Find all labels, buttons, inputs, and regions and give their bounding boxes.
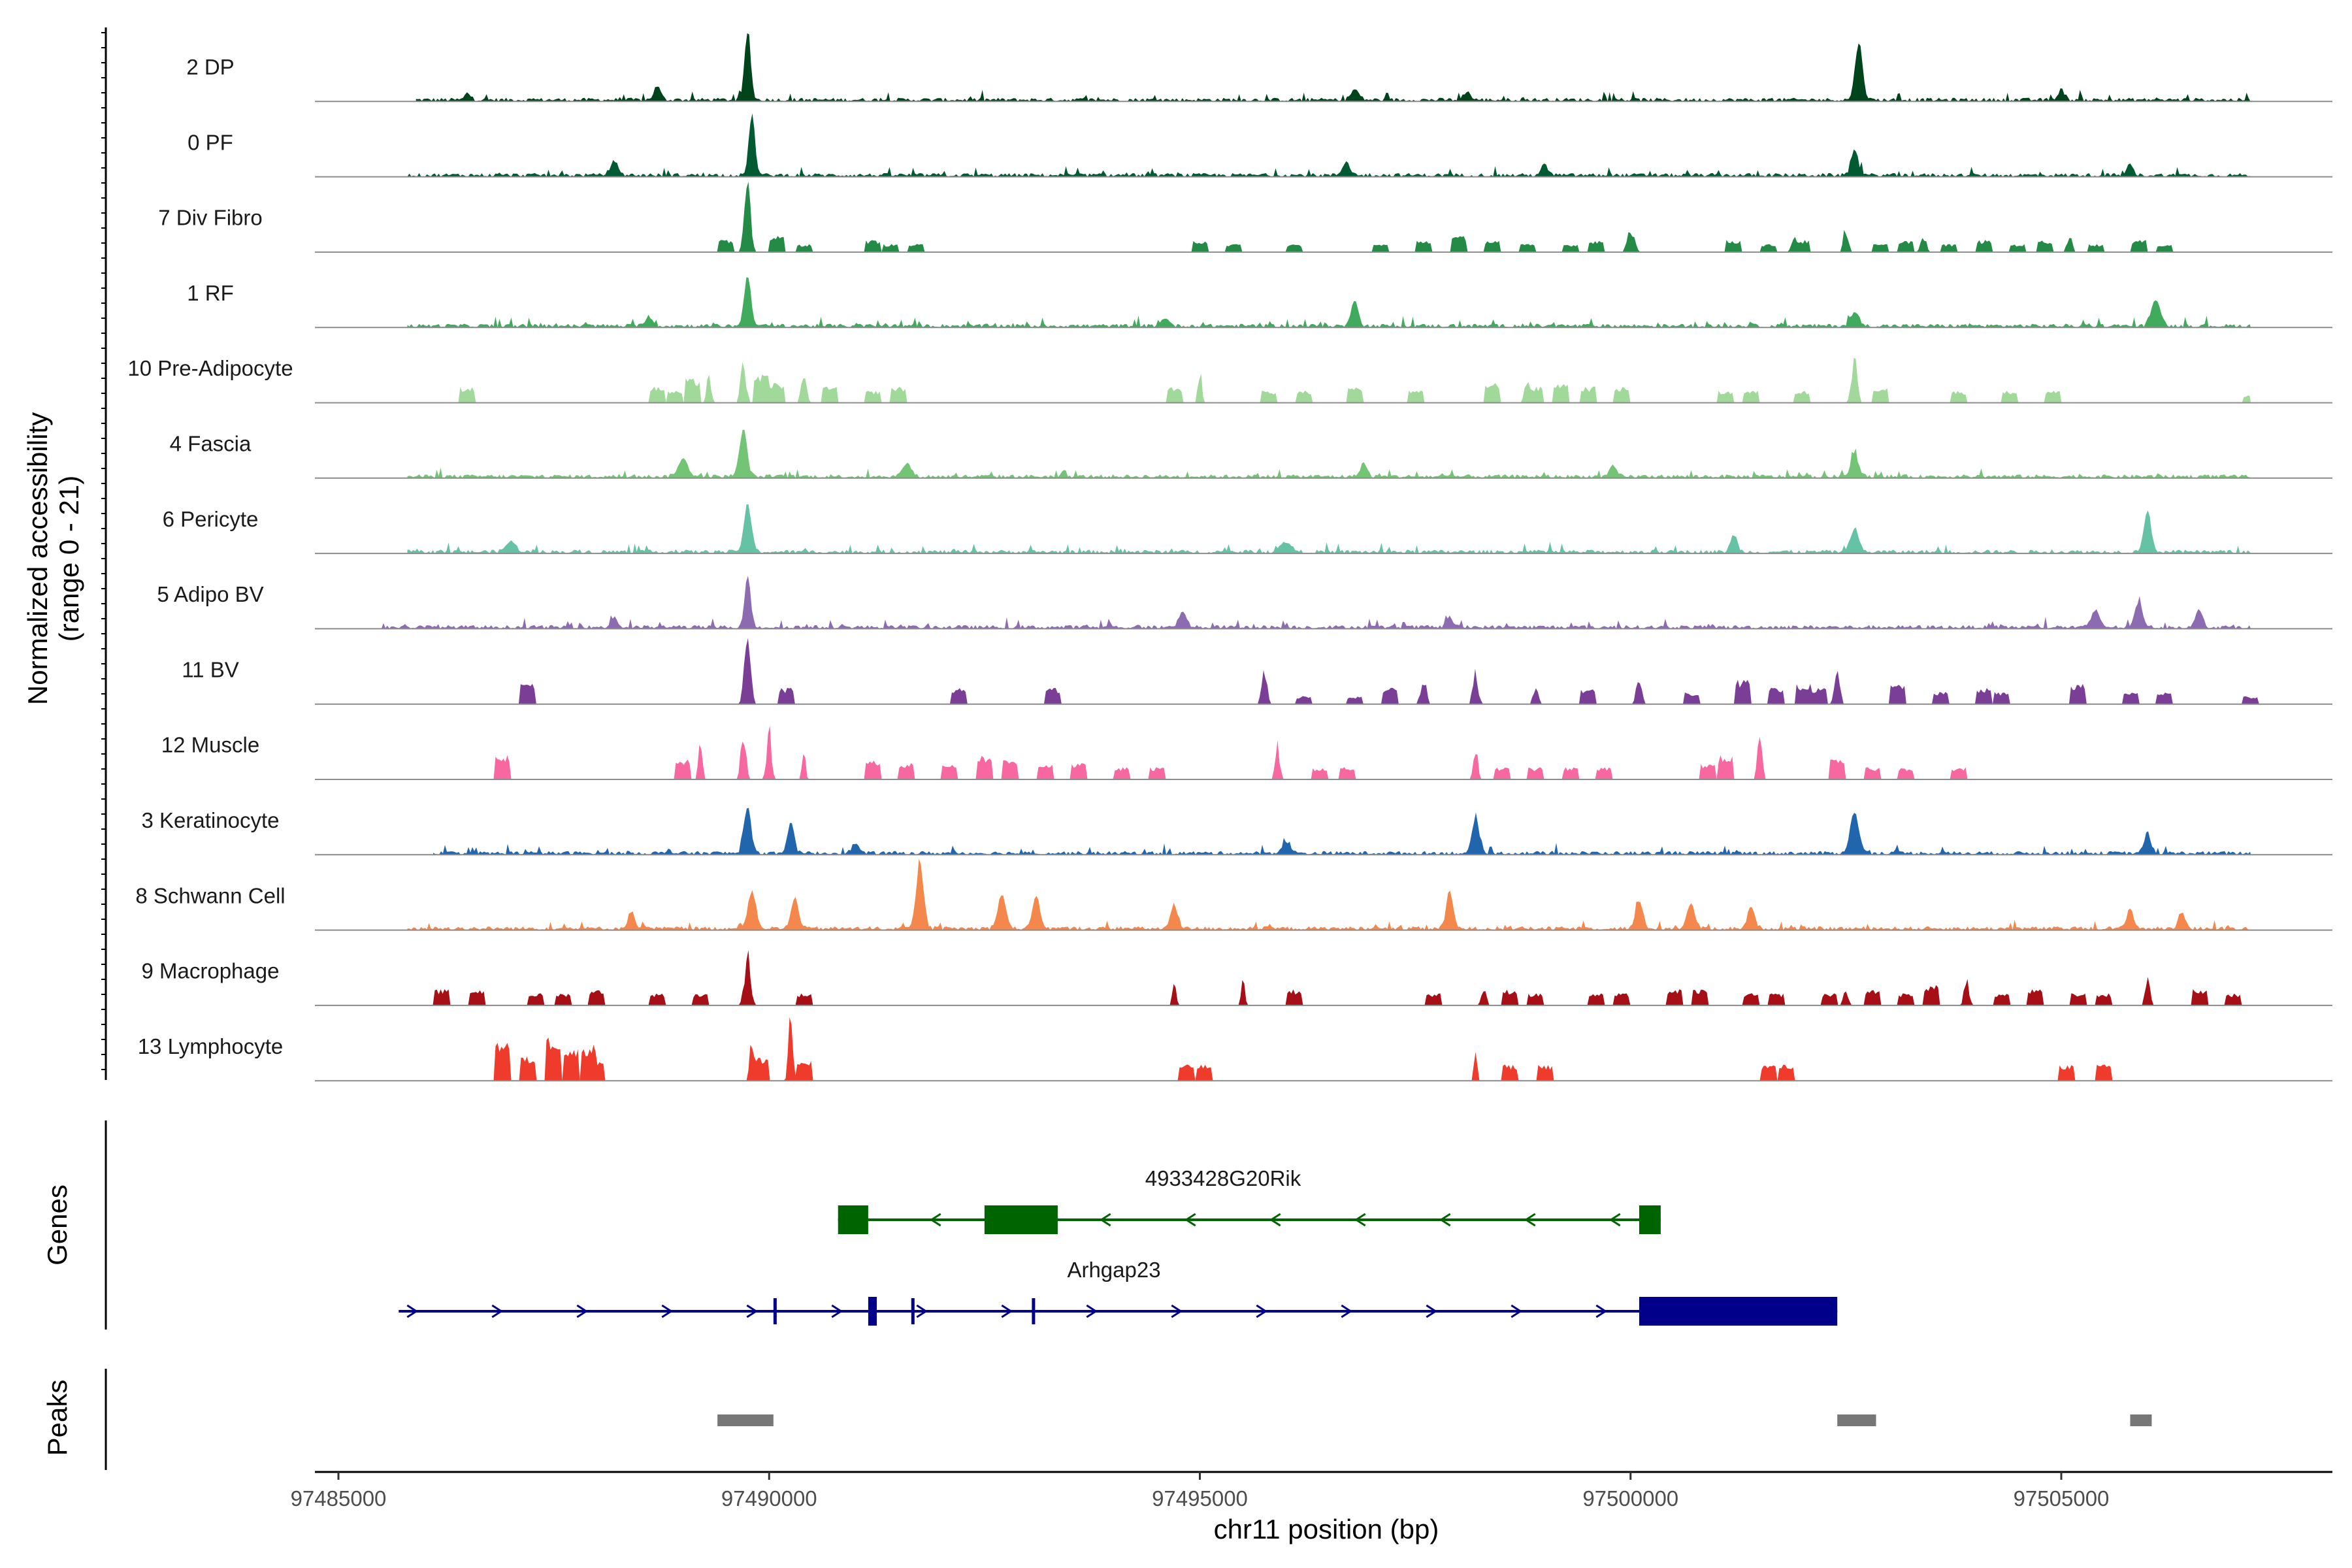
strand-arrow bbox=[1184, 1213, 1196, 1227]
strand-arrow bbox=[406, 1304, 419, 1318]
y-axis-title: Normalized accessibility bbox=[22, 412, 53, 705]
peak-region bbox=[2130, 1414, 2152, 1426]
x-tick-label: 97485000 bbox=[291, 1486, 387, 1511]
y-axis bbox=[101, 27, 107, 1080]
y-axis-range: (range 0 - 21) bbox=[54, 476, 84, 642]
gene-4933428g20rik: 4933428G20Rik bbox=[838, 1166, 1661, 1234]
strand-arrow bbox=[661, 1304, 674, 1318]
coverage-area bbox=[407, 429, 2251, 478]
x-tick-label: 97500000 bbox=[1582, 1486, 1678, 1511]
track-label: 7 Div Fibro bbox=[158, 206, 263, 230]
peak-region bbox=[1837, 1414, 1876, 1426]
gene-arhgap23: Arhgap23 bbox=[399, 1258, 1838, 1326]
coverage-area bbox=[433, 808, 2251, 855]
strand-arrow bbox=[576, 1304, 589, 1318]
strand-arrow bbox=[1086, 1304, 1098, 1318]
track-13-lymphocyte: 13 Lymphocyte bbox=[138, 1017, 2332, 1082]
track-1-rf: 1 RF bbox=[187, 277, 2332, 329]
coverage-area bbox=[407, 725, 2251, 779]
strand-arrow bbox=[491, 1304, 504, 1318]
coverage-area bbox=[407, 1017, 2251, 1081]
peak-panel bbox=[105, 1369, 2152, 1470]
track-label: 11 BV bbox=[182, 657, 238, 681]
coverage-area bbox=[407, 357, 2251, 403]
strand-arrow bbox=[1426, 1304, 1438, 1318]
x-tick-label: 97505000 bbox=[2014, 1486, 2110, 1511]
coverage-area bbox=[381, 638, 2260, 704]
track-label: 4 Fascia bbox=[170, 432, 252, 456]
track-label: 5 Adipo BV bbox=[157, 582, 263, 606]
strand-arrow bbox=[916, 1304, 928, 1318]
x-tick-label: 97490000 bbox=[721, 1486, 817, 1511]
track-label: 0 PF bbox=[188, 130, 233, 154]
track-9-macrophage: 9 Macrophage bbox=[142, 950, 2332, 1006]
gene-exon bbox=[773, 1298, 777, 1324]
track-label: 3 Keratinocyte bbox=[142, 808, 280, 832]
x-axis: 97485000 97490000 97495000 97500000 97505000 bbox=[291, 1471, 2332, 1511]
track-label: 6 Pericyte bbox=[163, 507, 259, 531]
strand-arrow bbox=[1524, 1213, 1536, 1227]
coverage-area bbox=[407, 858, 2251, 930]
track-4-fascia: 4 Fascia bbox=[170, 429, 2332, 479]
track-6-pericyte: 6 Pericyte bbox=[163, 504, 2332, 555]
track-label: 13 Lymphocyte bbox=[138, 1034, 284, 1058]
strand-arrow bbox=[1354, 1213, 1366, 1227]
strand-arrow bbox=[1595, 1304, 1608, 1318]
gene-exon bbox=[984, 1205, 1058, 1234]
coverage-area bbox=[381, 576, 2251, 629]
strand-arrow bbox=[1341, 1304, 1353, 1318]
strand-arrow bbox=[746, 1304, 759, 1318]
coverage-area bbox=[416, 33, 2251, 102]
track-2-dp: 2 DP bbox=[186, 33, 2332, 103]
track-0-pf: 0 PF bbox=[188, 113, 2332, 178]
strand-arrow bbox=[1439, 1213, 1451, 1227]
track-11-bv: 11 BV bbox=[182, 638, 2332, 705]
strand-arrow bbox=[1171, 1304, 1183, 1318]
coverage-area bbox=[407, 113, 2251, 177]
coverage-area bbox=[407, 277, 2251, 328]
x-axis-title: chr11 position (bp) bbox=[1214, 1514, 1439, 1544]
track-label: 1 RF bbox=[187, 281, 234, 305]
track-12-muscle: 12 Muscle bbox=[161, 725, 2332, 780]
genes-panel-title: Genes bbox=[42, 1184, 73, 1266]
strand-arrow bbox=[1099, 1213, 1111, 1227]
track-7-div-fibro: 7 Div Fibro bbox=[158, 182, 2332, 253]
peak-region bbox=[717, 1414, 774, 1426]
gene-exon bbox=[838, 1205, 868, 1234]
strand-arrow bbox=[929, 1213, 941, 1227]
accessibility-tracks: 2 DP 0 PF 7 Div Fibro 1 RF 10 Pre-Adipocyte 4… bbox=[101, 27, 2332, 1082]
gene-name-label: Arhgap23 bbox=[1067, 1258, 1160, 1282]
gene-name-label: 4933428G20Rik bbox=[1145, 1166, 1301, 1190]
strand-arrow bbox=[1269, 1213, 1281, 1227]
strand-arrow bbox=[1609, 1213, 1621, 1227]
track-label: 10 Pre-Adipocyte bbox=[127, 356, 293, 380]
track-5-adipo-bv: 5 Adipo BV bbox=[157, 576, 2332, 630]
strand-arrow bbox=[1001, 1304, 1013, 1318]
track-label: 12 Muscle bbox=[161, 733, 259, 757]
coverage-area bbox=[407, 182, 2251, 252]
coverage-area bbox=[407, 950, 2251, 1005]
peaks-panel-title: Peaks bbox=[42, 1380, 73, 1456]
track-label: 2 DP bbox=[186, 55, 234, 79]
strand-arrow bbox=[1511, 1304, 1523, 1318]
gene-exon bbox=[1032, 1298, 1036, 1324]
track-label: 8 Schwann Cell bbox=[135, 883, 285, 907]
gene-exon bbox=[868, 1297, 877, 1326]
track-3-keratinocyte: 3 Keratinocyte bbox=[142, 808, 2332, 856]
gene-annotation-panel: 4933428G20Rik Arhgap23 bbox=[105, 1120, 1838, 1330]
track-8-schwann-cell: 8 Schwann Cell bbox=[135, 858, 2332, 931]
x-tick-label: 97495000 bbox=[1152, 1486, 1248, 1511]
strand-arrow bbox=[831, 1304, 843, 1318]
strand-arrow bbox=[1256, 1304, 1268, 1318]
gene-exon bbox=[911, 1298, 915, 1324]
gene-exon bbox=[1639, 1205, 1661, 1234]
gene-exon bbox=[1639, 1297, 1838, 1326]
track-label: 9 Macrophage bbox=[142, 959, 280, 983]
coverage-area bbox=[407, 504, 2251, 554]
track-10-pre-adipocyte: 10 Pre-Adipocyte bbox=[127, 356, 2332, 404]
